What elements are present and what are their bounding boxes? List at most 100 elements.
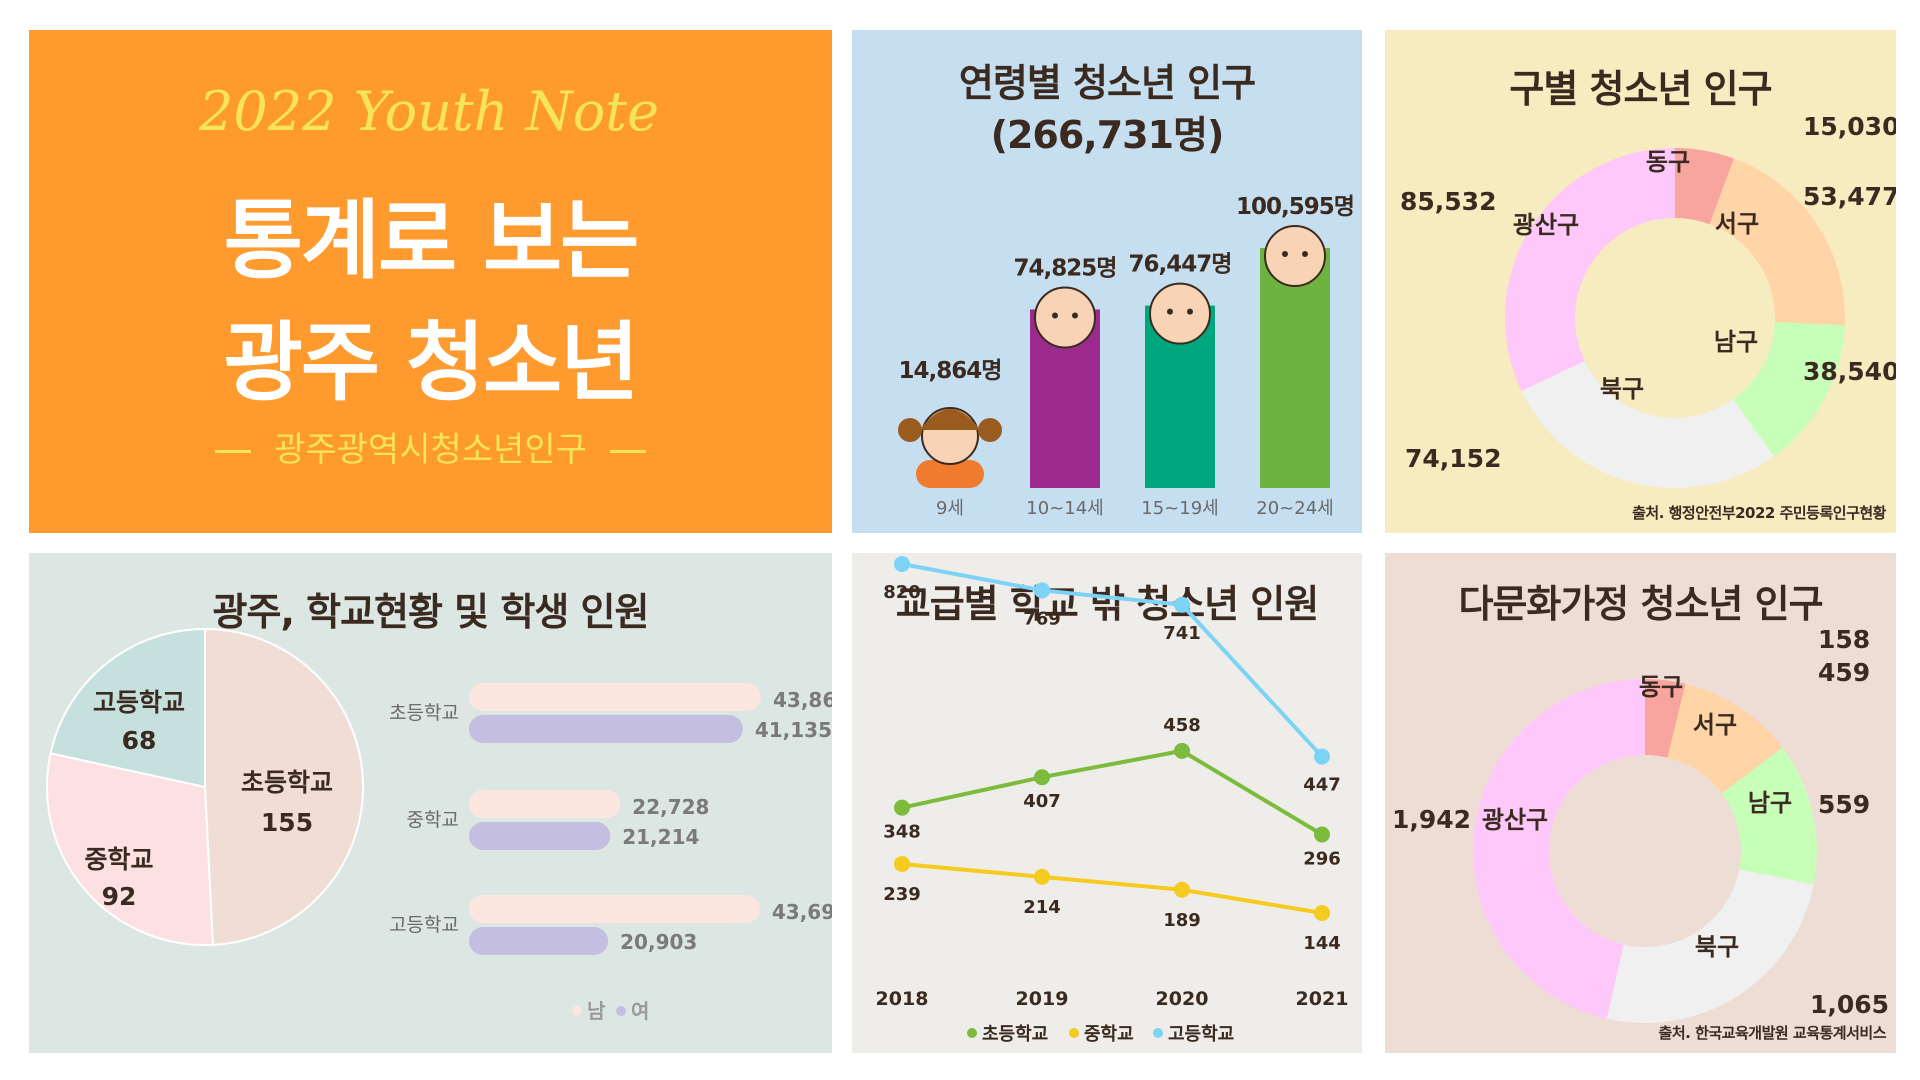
data-label: 239: [883, 884, 921, 905]
character-eye-icon: [1072, 312, 1078, 319]
legend-label: 여: [631, 999, 649, 1023]
data-point: [894, 556, 910, 572]
x-tick-label: 2021: [1296, 988, 1349, 1010]
bar-category-label: 초등학교: [389, 702, 459, 724]
multicultural-panel: 다문화가정 청소년 인구 동구 158 서구 459 남구 559 북구 1,065 광산구 1,…: [1385, 553, 1896, 1053]
donut-slice-남구: [1721, 747, 1817, 885]
value-label: 459: [1818, 658, 1870, 687]
data-label: 100,595명: [1236, 194, 1354, 220]
multicultural-chart-title: 다문화가정 청소년 인구: [1458, 582, 1823, 626]
x-tick-label: 2018: [876, 988, 929, 1010]
donut-slice-동구: [1645, 679, 1686, 758]
data-label: 407: [1023, 791, 1061, 812]
slice-label: 북구: [1600, 375, 1644, 403]
school-source: 출처. 한국교육개발원 교육통계서비스: [1658, 1024, 1887, 1042]
school-charts: 초등학교 155 중학교 92 고등학교 68 초등학교 43,863 41,135 중학교 22,…: [46, 627, 832, 1023]
data-label: 74,825명: [1014, 255, 1117, 281]
character-eye-icon: [1052, 312, 1058, 319]
legend-marker: [572, 1006, 582, 1016]
subtitle-text: 광주광역시청소년인구: [274, 430, 587, 470]
pie-slice-초등학교: [204, 627, 365, 946]
data-label: 189: [1163, 910, 1201, 931]
bar-여-초등학교: [469, 715, 743, 743]
bar-여-중학교: [469, 822, 611, 850]
donut-slice-북구: [1606, 869, 1814, 1023]
data-point: [1034, 868, 1050, 885]
character-eye-icon: [1302, 251, 1308, 257]
bar-category-label: 고등학교: [389, 914, 459, 936]
district-chart-title: 구별 청소년 인구: [1509, 67, 1772, 111]
school-chart-title: 광주, 학교현황 및 학생 인원: [212, 590, 650, 634]
value-label: 158: [1818, 625, 1870, 654]
legend-label: 고등학교: [1168, 1023, 1234, 1045]
data-point: [1174, 881, 1190, 898]
value-label: 1,942: [1392, 805, 1471, 834]
series-line-고등학교: [901, 562, 1324, 758]
legend-marker: [1153, 1028, 1163, 1038]
out-of-school-line-chart: 348 407 458 296 239 214 189 144 820 769 741 447 2018…: [876, 556, 1349, 1045]
population-source: 출처. 행정안전부2022 주민등록인구현황: [1632, 504, 1886, 522]
donut-slice-서구: [1709, 158, 1845, 326]
data-label: 76,447명: [1129, 252, 1232, 278]
age-chart-total: (266,731명): [990, 113, 1225, 157]
data-label: 348: [883, 822, 921, 843]
age-bar-chart: 14,864명 9세 74,825명 10~14세 76,447명 15~19세 100,5…: [898, 194, 1355, 519]
donut-slice-동구: [1675, 148, 1734, 225]
bar-남-고등학교: [469, 895, 760, 923]
pie-slice-value: 92: [102, 882, 137, 911]
pie-slice-중학교: [46, 752, 214, 946]
x-tick-label: 2020: [1156, 988, 1209, 1010]
data-label: 296: [1303, 849, 1341, 870]
bar-value-label: 20,903: [620, 930, 697, 954]
x-tick-label: 9세: [936, 498, 964, 519]
kicker-text: 2022 Youth Note: [199, 80, 659, 143]
bar-남-초등학교: [469, 683, 761, 711]
legend-label: 남: [587, 999, 606, 1023]
value-label: 53,477: [1803, 182, 1896, 211]
district-population-panel: 구별 청소년 인구 동구 15,030 서구 53,477 남구 38,540 북구 74,1…: [1385, 30, 1896, 533]
bar-남-중학교: [469, 790, 621, 818]
bar-value-label: 21,214: [622, 825, 699, 849]
value-label: 559: [1818, 790, 1870, 819]
main-title-line2: 광주 청소년: [223, 313, 640, 413]
slice-label: 광산구: [1482, 806, 1548, 834]
multicultural-donut-chart: 동구 158 서구 459 남구 559 북구 1,065 광산구 1,942: [1392, 625, 1889, 1023]
slice-label: 남구: [1714, 328, 1758, 356]
pie-slice-label: 초등학교: [241, 768, 333, 797]
data-label: 214: [1023, 897, 1061, 918]
slice-label: 서구: [1693, 711, 1737, 739]
legend-marker: [616, 1006, 626, 1016]
child-pigtail-left-icon: [898, 418, 922, 442]
data-label: 820: [883, 582, 921, 603]
donut-slice-서구: [1667, 683, 1783, 794]
data-label: 741: [1163, 623, 1201, 644]
slice-label: 광산구: [1513, 211, 1579, 239]
dash-right: [609, 450, 646, 453]
pie-slice-value: 155: [261, 808, 313, 837]
line-chart-title: 교급별 학교 밖 청소년 인원: [895, 582, 1319, 626]
legend-label: 초등학교: [982, 1023, 1048, 1045]
child-pigtail-right-icon: [978, 418, 1002, 442]
value-label: 1,065: [1810, 990, 1889, 1019]
district-donut-chart: 동구 15,030 서구 53,477 남구 38,540 북구 74,152 광산구 85,53…: [1400, 112, 1896, 489]
title-panel: 2022 Youth Note 통계로 보는 광주 청소년 광주광역시청소년인구: [29, 30, 832, 533]
legend-label: 중학교: [1084, 1023, 1134, 1045]
pie-slice-label: 중학교: [84, 845, 153, 874]
data-point: [894, 799, 910, 816]
character-face-icon: [1149, 282, 1211, 345]
data-point: [1174, 742, 1190, 759]
age-population-panel: 연령별 청소년 인구 (266,731명) 14,864명 9세 74,825명 10…: [852, 30, 1362, 533]
data-label: 458: [1163, 715, 1201, 736]
legend-marker: [967, 1028, 977, 1038]
character-eye-icon: [1167, 308, 1173, 315]
data-point: [894, 855, 910, 872]
donut-slice-북구: [1521, 360, 1774, 489]
value-label: 15,030: [1803, 112, 1896, 141]
out-of-school-panel: 교급별 학교 밖 청소년 인원 348 407 458 296 239 214 189 144…: [852, 553, 1362, 1053]
data-point: [1174, 596, 1190, 613]
child-hair-icon: [920, 409, 980, 430]
x-tick-label: 2019: [1016, 988, 1069, 1010]
slice-label: 동구: [1646, 148, 1690, 176]
bar-category-label: 중학교: [407, 809, 459, 831]
bar-20~24세: [1260, 248, 1330, 488]
